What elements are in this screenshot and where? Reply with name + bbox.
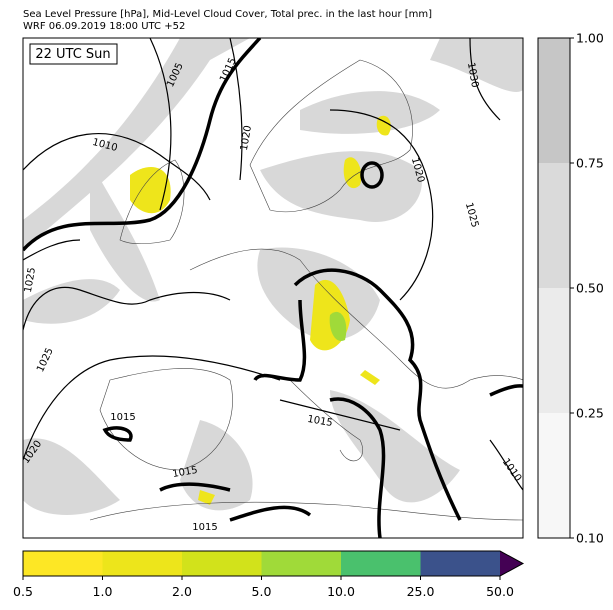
isobar-label: 1015 — [306, 414, 333, 429]
colorbar-extend — [500, 551, 523, 576]
isobars — [23, 38, 523, 491]
thick-isobars — [23, 38, 523, 538]
colorbar-segment — [538, 163, 570, 288]
tick-label: 0.5 — [13, 584, 33, 599]
isobar-label: 1015 — [172, 465, 199, 480]
colorbar-segment — [341, 551, 421, 576]
colorbar-segment — [23, 551, 103, 576]
colorbar-segment — [182, 551, 262, 576]
colorbar-segment — [420, 551, 500, 576]
colorbar-segment — [102, 551, 182, 576]
tick-label: 25.0 — [407, 584, 435, 599]
coastlines — [89, 59, 523, 521]
title: Sea Level Pressure [hPa], Mid-Level Clou… — [23, 9, 432, 20]
isobar-label: 1020 — [239, 125, 254, 152]
colorbar-segment — [538, 288, 570, 413]
tick-label: 1.0 — [93, 584, 113, 599]
tick-label: 50.0 — [486, 584, 514, 599]
time-label: 22 UTC Sun — [35, 47, 110, 62]
precip-colorbar: 0.5 1.0 2.0 5.0 10.0 25.0 50.0 — [13, 550, 525, 599]
subtitle: WRF 06.09.2019 18:00 UTC +52 — [23, 21, 185, 32]
tick-label: 5.0 — [252, 584, 272, 599]
colorbar-segment — [261, 551, 341, 576]
tick-label: 1.00 — [576, 31, 604, 46]
isobar-label: 1015 — [110, 412, 135, 423]
isobar-label: 1025 — [23, 267, 38, 294]
tick-label: 0.25 — [576, 406, 604, 421]
precipitation-heavy — [329, 311, 347, 341]
time-box — [29, 43, 118, 65]
tick-label: 2.0 — [172, 584, 192, 599]
isobar-label: 1030 — [465, 62, 480, 89]
cloud-colorbar: 0.10 0.25 0.50 0.75 1.00 — [537, 31, 604, 546]
colorbar-segment — [538, 38, 570, 163]
isobar-label: 1015 — [192, 522, 217, 533]
colorbar-frame — [22, 550, 525, 577]
colorbar-segment — [538, 413, 570, 538]
tick-label: 0.10 — [576, 531, 604, 546]
tick-label: 0.50 — [576, 281, 604, 296]
tick-label: 10.0 — [327, 584, 355, 599]
tick-label: 0.75 — [576, 156, 604, 171]
map-frame — [22, 37, 524, 539]
